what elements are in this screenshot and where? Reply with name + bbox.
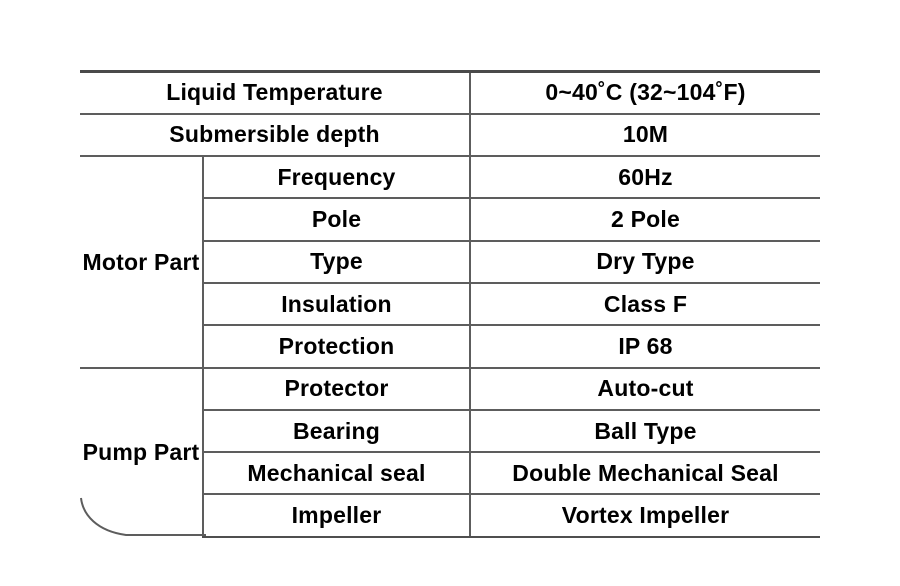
spec-label: Submersible depth — [80, 113, 470, 158]
table-row: Impeller Vortex Impeller — [80, 494, 820, 538]
spec-value: Class F — [469, 282, 820, 327]
curved-corner-decoration — [80, 497, 206, 536]
table-row: Mechanical seal Double Mechanical Seal — [80, 452, 820, 496]
spec-value: IP 68 — [469, 325, 820, 369]
spec-value: 10M — [469, 113, 820, 158]
spec-value: Ball Type — [469, 409, 820, 454]
spec-label: Bearing — [202, 409, 471, 454]
table-row: Motor Part Frequency 60Hz — [80, 156, 820, 369]
spec-value: 0~40˚C (32~104˚F) — [469, 71, 820, 115]
group-label-pump-part: Pump Part — [82, 439, 200, 466]
spec-value: Vortex Impeller — [469, 494, 820, 538]
spec-label: Impeller — [202, 494, 471, 538]
table-row: Pole 2 Pole — [80, 198, 820, 242]
spec-value: Double Mechanical Seal — [469, 452, 820, 496]
spec-label: Frequency — [202, 156, 471, 200]
table-row: Bearing Ball Type — [80, 409, 820, 454]
spec-value: Dry Type — [469, 240, 820, 284]
table-row: Insulation Class F — [80, 282, 820, 327]
spec-label: Liquid Temperature — [80, 71, 470, 115]
spec-label: Pole — [202, 198, 471, 242]
table-row: Liquid Temperature 0~40˚C (32~104˚F) — [80, 71, 820, 115]
spec-value: 2 Pole — [469, 198, 820, 242]
table-row: Submersible depth 10M — [80, 113, 820, 158]
spec-label: Mechanical seal — [202, 452, 471, 496]
spec-table: Liquid Temperature 0~40˚C (32~104˚F) Sub… — [80, 70, 820, 538]
spec-label: Insulation — [202, 282, 471, 327]
spec-value: Auto-cut — [469, 367, 820, 411]
table-row: Pump Part Protector Auto-cut — [80, 367, 820, 465]
spec-label: Type — [202, 240, 471, 284]
spec-value: 60Hz — [469, 156, 820, 200]
spec-label: Protector — [202, 367, 471, 411]
spec-label: Protection — [202, 325, 471, 369]
group-label-motor-part: Motor Part — [80, 156, 203, 369]
table-row: Type Dry Type — [80, 240, 820, 284]
table-row: Protection IP 68 — [80, 325, 820, 369]
